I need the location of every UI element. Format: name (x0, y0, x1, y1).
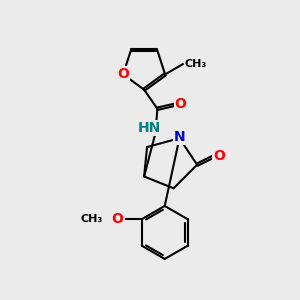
Text: O: O (175, 98, 187, 111)
Text: CH₃: CH₃ (184, 59, 207, 69)
Text: O: O (117, 68, 129, 81)
Text: N: N (174, 130, 186, 144)
Text: HN: HN (138, 121, 161, 135)
Text: CH₃: CH₃ (80, 214, 102, 224)
Text: O: O (213, 149, 225, 163)
Text: O: O (112, 212, 124, 226)
